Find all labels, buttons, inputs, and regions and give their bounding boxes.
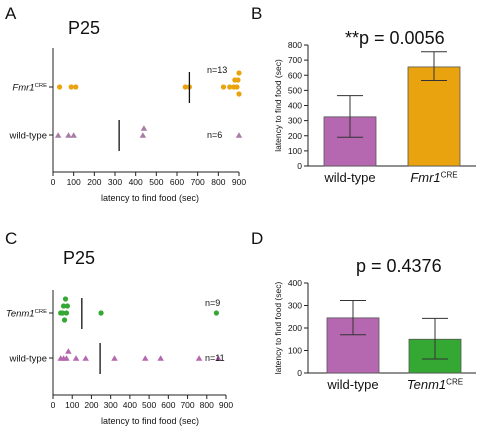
data-point bbox=[65, 348, 72, 354]
data-point bbox=[57, 84, 63, 90]
data-point bbox=[60, 303, 67, 309]
category-label: wild-type bbox=[326, 377, 378, 392]
x-tick-label: 600 bbox=[170, 177, 184, 187]
category-label: Tenm1CRE bbox=[407, 377, 464, 392]
panel-letter-a: A bbox=[5, 4, 17, 23]
x-tick-label: 200 bbox=[87, 177, 101, 187]
y-tick-label: 600 bbox=[288, 70, 302, 80]
data-point bbox=[60, 310, 66, 316]
n-label: n=13 bbox=[207, 65, 227, 75]
panel-a-title: P25 bbox=[68, 18, 100, 38]
data-point bbox=[63, 310, 70, 316]
data-point bbox=[68, 84, 74, 90]
data-point bbox=[70, 132, 77, 138]
panel-d-bar-chart: D p = 0.4376 0 100 200 300 400 latency to fin… bbox=[251, 229, 476, 392]
data-point bbox=[82, 355, 89, 361]
data-point bbox=[72, 355, 80, 361]
category-label: wild-type bbox=[323, 170, 375, 185]
series-label: Tenm1CRE bbox=[6, 309, 47, 320]
x-tick-label: 500 bbox=[149, 177, 163, 187]
data-point bbox=[73, 84, 79, 90]
x-tick-label: 700 bbox=[191, 177, 205, 187]
y-axis-label: latency to find food (sec) bbox=[273, 59, 283, 152]
y-tick-label: 400 bbox=[288, 101, 302, 111]
data-point bbox=[111, 355, 118, 361]
y-tick-label: 400 bbox=[288, 278, 302, 288]
data-point bbox=[235, 77, 241, 83]
data-point bbox=[215, 355, 222, 361]
panel-a-xlabel: latency to find food (sec) bbox=[101, 193, 199, 203]
data-point bbox=[213, 310, 219, 316]
x-tick-label: 200 bbox=[84, 400, 98, 410]
bar bbox=[407, 66, 461, 167]
x-tick-label: 0 bbox=[51, 400, 56, 410]
x-tick-label: 300 bbox=[104, 400, 118, 410]
panel-c-title: P25 bbox=[63, 248, 95, 268]
series-label: wild-type bbox=[9, 354, 48, 365]
data-point bbox=[236, 70, 242, 76]
panel-b-bar-chart: B **p = 0.0056 0 100 200 300 400 500 600 700 800… bbox=[251, 4, 476, 185]
data-point bbox=[182, 84, 188, 90]
data-point bbox=[157, 355, 164, 361]
y-tick-label: 300 bbox=[288, 301, 302, 311]
data-point bbox=[140, 125, 148, 131]
y-tick-label: 700 bbox=[288, 55, 302, 65]
panel-d-annotation: p = 0.4376 bbox=[356, 256, 442, 276]
data-point bbox=[195, 355, 203, 361]
x-tick-label: 700 bbox=[180, 400, 194, 410]
y-tick-label: 100 bbox=[288, 146, 302, 156]
data-point bbox=[62, 296, 69, 302]
data-point bbox=[65, 132, 72, 138]
y-tick-label: 100 bbox=[288, 346, 302, 356]
n-label: n=6 bbox=[207, 130, 222, 140]
data-point bbox=[63, 355, 70, 361]
panel-letter-b: B bbox=[251, 4, 262, 23]
data-point bbox=[142, 355, 149, 361]
data-point bbox=[235, 132, 243, 138]
x-tick-label: 600 bbox=[161, 400, 175, 410]
data-point bbox=[54, 132, 62, 138]
panel-c-xlabel: latency to find food (sec) bbox=[101, 416, 199, 426]
series-label: wild-type bbox=[9, 131, 48, 142]
y-tick-label: 200 bbox=[288, 131, 302, 141]
n-label: n=9 bbox=[205, 298, 220, 308]
x-tick-label: 400 bbox=[129, 177, 143, 187]
y-tick-label: 0 bbox=[297, 368, 302, 378]
x-tick-label: 400 bbox=[123, 400, 137, 410]
x-tick-label: 100 bbox=[67, 177, 81, 187]
x-tick-label: 800 bbox=[200, 400, 214, 410]
data-point bbox=[227, 84, 233, 90]
x-tick-label: 900 bbox=[219, 400, 233, 410]
y-tick-label: 800 bbox=[288, 40, 302, 50]
data-point bbox=[61, 317, 68, 323]
panel-letter-d: D bbox=[251, 229, 263, 248]
category-label: Fmr1CRE bbox=[410, 170, 458, 185]
x-tick-label: 100 bbox=[65, 400, 79, 410]
data-point bbox=[98, 310, 104, 316]
panel-letter-c: C bbox=[5, 229, 17, 248]
x-tick-label: 300 bbox=[108, 177, 122, 187]
x-tick-label: 0 bbox=[51, 177, 56, 187]
y-tick-label: 300 bbox=[288, 116, 302, 126]
data-point bbox=[220, 84, 227, 90]
data-point bbox=[234, 84, 240, 90]
y-tick-label: 200 bbox=[288, 323, 302, 333]
panel-c-strip-plot: C P25 latency to find food (sec) 0 100 200… bbox=[5, 229, 233, 426]
x-tick-label: 500 bbox=[142, 400, 156, 410]
data-point bbox=[236, 91, 242, 97]
y-tick-label: 0 bbox=[297, 161, 302, 171]
data-point bbox=[64, 303, 71, 309]
n-label: n=11 bbox=[205, 353, 225, 363]
y-tick-label: 500 bbox=[288, 85, 302, 95]
panel-b-annotation: **p = 0.0056 bbox=[345, 28, 445, 48]
x-tick-label: 900 bbox=[232, 177, 246, 187]
x-tick-label: 800 bbox=[211, 177, 225, 187]
data-point bbox=[139, 132, 147, 138]
y-axis-label: latency to find food (sec) bbox=[273, 282, 283, 375]
series-label: Fmr1CRE bbox=[12, 83, 47, 94]
panel-a-strip-plot: A P25 latency to find food (sec) 0 100 200… bbox=[5, 4, 246, 203]
